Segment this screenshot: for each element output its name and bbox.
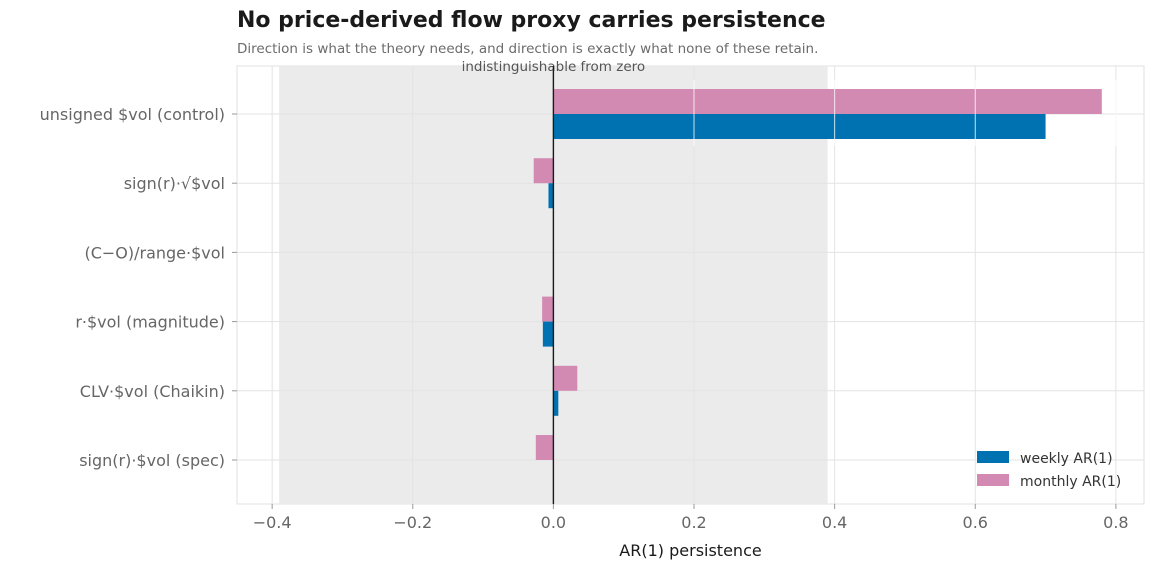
y-tick-label: CLV·$vol (Chaikin) — [80, 382, 225, 401]
axes: −0.4 −0.2 0.0 0.2 0.4 0.6 0.8 unsigned $vol (co… — [40, 105, 1129, 560]
x-tick-label: 0.0 — [541, 513, 566, 532]
x-tick-label: 0.2 — [681, 513, 706, 532]
chart-title: No price-derived flow proxy carries pers… — [237, 8, 826, 33]
y-tick-label: unsigned $vol (control) — [40, 105, 225, 124]
bar-weekly — [553, 390, 559, 416]
legend-swatch — [977, 474, 1009, 486]
chart-subtitle: Direction is what the theory needs, and … — [237, 41, 819, 57]
x-tick-label: 0.6 — [963, 513, 988, 532]
bar-weekly — [553, 114, 1046, 139]
x-tick-label: 0.4 — [822, 513, 847, 532]
x-axis-title: AR(1) persistence — [619, 541, 761, 560]
bar-monthly — [542, 296, 554, 322]
legend: weekly AR(1) monthly AR(1) — [977, 451, 1121, 490]
bar-monthly — [553, 89, 1102, 114]
bar-monthly — [535, 435, 554, 460]
legend-label: monthly AR(1) — [1020, 474, 1121, 490]
bars — [533, 80, 1117, 460]
bar-monthly — [553, 365, 578, 391]
legend-swatch — [977, 451, 1009, 463]
legend-label: weekly AR(1) — [1020, 451, 1113, 467]
bar-weekly — [542, 321, 554, 347]
x-tick-label: −0.4 — [253, 513, 292, 532]
x-tick-label: 0.8 — [1103, 513, 1128, 532]
y-tick-label: (C−O)/range·$vol — [84, 243, 225, 262]
y-tick-label: sign(r)·√$vol — [124, 174, 225, 193]
x-tick-label: −0.2 — [393, 513, 432, 532]
y-tick-label: sign(r)·$vol (spec) — [79, 451, 225, 470]
y-tick-label: r·$vol (magnitude) — [75, 313, 225, 332]
bar-weekly — [548, 183, 554, 209]
bar-monthly — [533, 158, 554, 184]
